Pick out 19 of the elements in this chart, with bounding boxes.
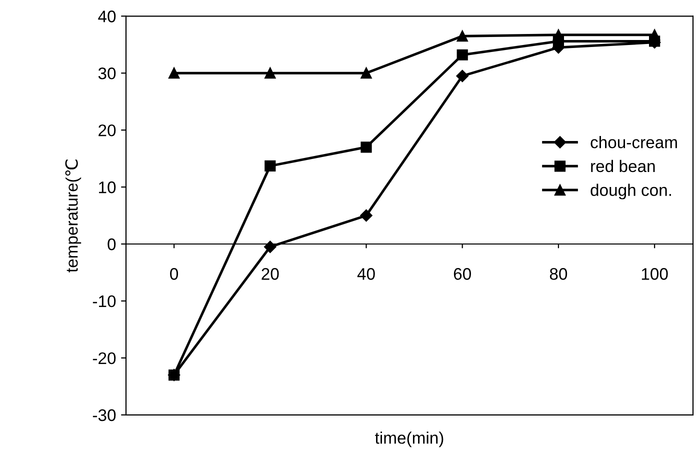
legend-label: chou-cream <box>590 136 677 148</box>
x-tick-label: 80 <box>550 268 568 280</box>
x-tick-label: 40 <box>357 268 375 280</box>
y-tick-label: -30 <box>92 409 116 422</box>
y-tick-label: 0 <box>108 238 116 250</box>
x-tick-label: 100 <box>642 268 668 280</box>
y-tick-label: 40 <box>98 10 116 22</box>
x-tick-label: 20 <box>262 268 279 280</box>
y-tick-label: 30 <box>98 68 116 80</box>
y-tick-label: 10 <box>99 181 116 194</box>
y-tick-label: -20 <box>92 352 116 364</box>
legend-label: red bean <box>591 160 655 172</box>
legend-label: dough con. <box>590 184 671 200</box>
x-tick-label: 0 <box>170 268 178 280</box>
y-axis-title: temperature(℃ <box>65 160 82 272</box>
x-axis-title: time(min) <box>375 432 444 448</box>
y-tick-label: 20 <box>98 124 116 136</box>
x-tick-label: 60 <box>454 268 471 280</box>
y-tick-label: -10 <box>92 295 116 308</box>
